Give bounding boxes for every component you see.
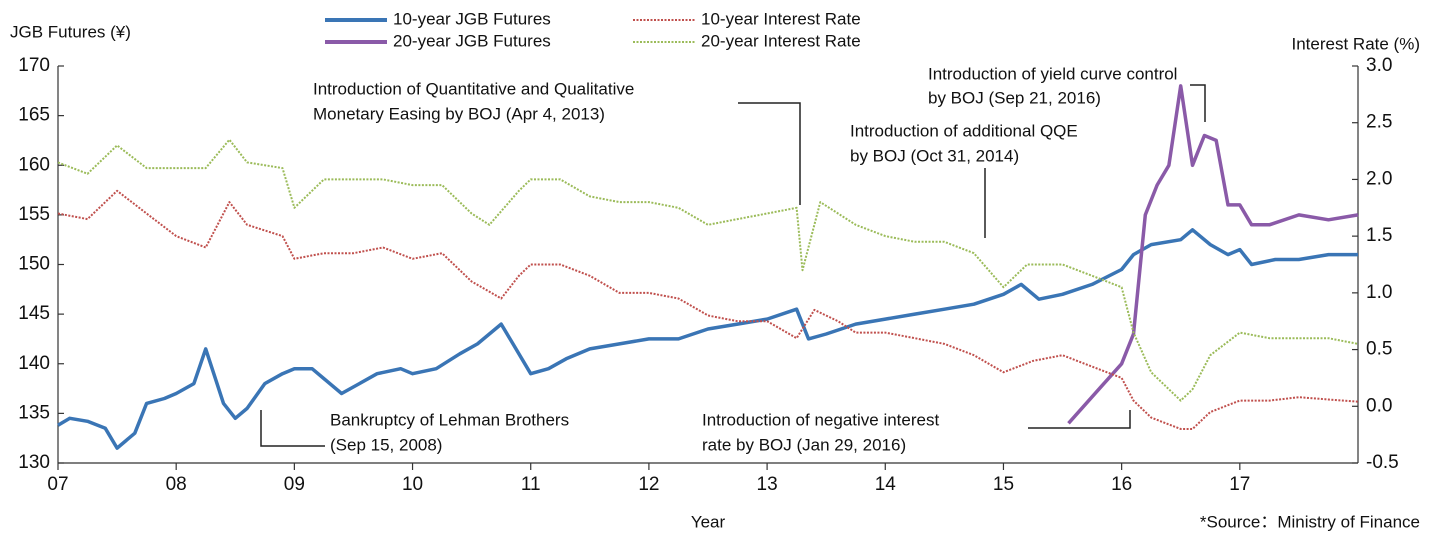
annotation: Introduction of negative interest [702, 410, 939, 429]
source-note: *Source：Ministry of Finance [1200, 512, 1420, 531]
y-tick-label: 135 [18, 402, 50, 423]
annotation: Monetary Easing by BOJ (Apr 4, 2013) [313, 104, 605, 123]
annotation: rate by BOJ (Jan 29, 2016) [702, 435, 906, 454]
legend-label: 20-year JGB Futures [393, 31, 551, 50]
x-tick-label: 15 [993, 474, 1014, 495]
x-tick-label: 07 [47, 474, 68, 495]
annotation: (Sep 15, 2008) [330, 435, 442, 454]
annotation: by BOJ (Sep 21, 2016) [928, 88, 1101, 107]
series-line [1067, 84, 1359, 425]
x-tick-label: 13 [757, 474, 778, 495]
y2-tick-label: 3.0 [1366, 55, 1392, 76]
leader-line [738, 102, 801, 205]
leader-line [1028, 410, 1131, 429]
series-line [57, 228, 1358, 450]
y2-tick-label: 1.5 [1366, 225, 1392, 246]
leader-line [1190, 84, 1206, 122]
legend-label: 10-year JGB Futures [393, 9, 551, 28]
y-tick-label: 160 [18, 154, 50, 175]
y-tick-label: 155 [18, 204, 50, 225]
x-tick-label: 12 [638, 474, 659, 495]
x-tick-label: 17 [1229, 474, 1250, 495]
y2-axis-label: Interest Rate (%) [1292, 34, 1421, 53]
y-tick-label: 130 [18, 452, 50, 473]
x-tick-label: 16 [1111, 474, 1132, 495]
y2-tick-label: 2.0 [1366, 168, 1392, 189]
y2-tick-label: 1.0 [1366, 282, 1392, 303]
annotation: Bankruptcy of Lehman Brothers [330, 410, 569, 429]
x-tick-label: 14 [875, 474, 897, 495]
x-tick-label: 10 [402, 474, 423, 495]
legend-label: 20-year Interest Rate [701, 31, 861, 50]
annotation: Introduction of Quantitative and Qualita… [313, 79, 634, 98]
series-line [57, 138, 1359, 402]
series-line [57, 189, 1359, 430]
y-axis-label: JGB Futures (¥) [10, 22, 131, 41]
x-tick-label: 11 [521, 474, 541, 495]
y2-tick-label: -0.5 [1366, 452, 1399, 473]
y2-tick-label: 2.5 [1366, 112, 1392, 133]
y-tick-label: 165 [18, 105, 50, 126]
leader-line [260, 410, 325, 447]
x-tick-label: 08 [166, 474, 187, 495]
x-tick-label: 09 [284, 474, 305, 495]
y2-tick-label: 0.5 [1366, 339, 1392, 360]
y-tick-label: 140 [18, 353, 50, 374]
y2-tick-label: 0.0 [1366, 395, 1392, 416]
legend-label: 10-year Interest Rate [701, 9, 861, 28]
y-tick-label: 145 [18, 303, 50, 324]
annotation: by BOJ (Oct 31, 2014) [850, 146, 1019, 165]
y-tick-label: 150 [18, 254, 50, 275]
annotation: Introduction of yield curve control [928, 64, 1177, 83]
x-axis-label: Year [691, 512, 726, 531]
y-tick-label: 170 [18, 55, 50, 76]
annotation: Introduction of additional QQE [850, 121, 1078, 140]
